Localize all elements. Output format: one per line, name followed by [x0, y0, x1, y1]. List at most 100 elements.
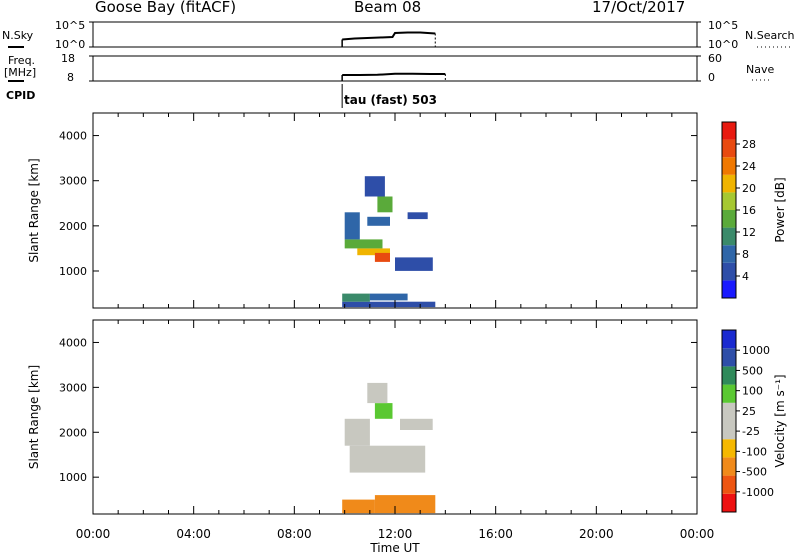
power-cell [367, 216, 390, 226]
power-cell [407, 212, 428, 220]
velocity-colorbar-tick-label: -500 [742, 466, 767, 479]
velocity-colorbar-swatch [722, 493, 736, 512]
velocity-colorbar-swatch [722, 439, 736, 458]
velocity-colorbar-tick-label: -1000 [742, 486, 774, 499]
power-colorbar-tick-label: 4 [742, 270, 749, 283]
power-colorbar-swatch [722, 245, 736, 263]
nave-label: Nave [746, 63, 775, 76]
nsky-tick-hi-left: 10^5 [55, 19, 86, 32]
nsky-panel-frame [92, 21, 698, 48]
power-colorbar-tick-label: 16 [742, 204, 756, 217]
power-colorbar-tick-label: 24 [742, 160, 756, 173]
y-tick-label: 2000 [59, 426, 87, 439]
power-cell [357, 248, 390, 256]
nsky-label: N.Sky [2, 29, 34, 42]
power-colorbar-swatch [722, 157, 736, 175]
power-colorbar-label: Power [dB] [773, 177, 787, 242]
velocity-colorbar-swatch [722, 366, 736, 385]
nave-tick-hi: 60 [708, 52, 722, 65]
velocity-colorbar-swatch [722, 348, 736, 367]
power-colorbar-tick-label: 28 [742, 138, 756, 151]
power-cell [364, 176, 385, 197]
velocity-colorbar-tick-label: -25 [742, 425, 760, 438]
cpid-label: CPID [6, 89, 36, 102]
nsky-tick-lo-left: 10^0 [55, 38, 86, 51]
x-tick-label: 16:00 [478, 527, 513, 541]
power-colorbar-swatch [722, 210, 736, 228]
header-station: Goose Bay (fitACF) [95, 0, 237, 16]
cpid-value: tau (fast) 503 [344, 93, 437, 107]
power-colorbar-swatch [722, 139, 736, 158]
power-colorbar-tick-label: 20 [742, 182, 756, 195]
nsearch-label: N.Search [745, 29, 795, 42]
power-cell [374, 252, 390, 262]
velocity-colorbar-swatch [722, 330, 736, 349]
velocity-colorbar-swatch [722, 421, 736, 440]
power-cell [344, 239, 383, 249]
velocity-cell [400, 418, 433, 430]
freq-panel-frame [92, 55, 698, 82]
y-tick-label: 4000 [59, 130, 87, 143]
x-tick-label: 20:00 [579, 527, 614, 541]
freq-label-2: [MHz] [4, 66, 37, 79]
freq-series-line [342, 72, 446, 76]
velocity-colorbar-tick-label: -100 [742, 445, 767, 458]
x-tick-label: 08:00 [277, 527, 312, 541]
x-tick-label: 00:00 [680, 527, 715, 541]
velocity-colorbar-swatch [722, 457, 736, 476]
velocity-ylabel: Slant Range [km] [27, 365, 41, 469]
x-axis-label: Time UT [369, 541, 420, 554]
power-cell [344, 212, 360, 240]
velocity-colorbar-tick-label: 500 [742, 364, 763, 377]
power-colorbar-swatch [722, 227, 736, 246]
power-colorbar-swatch [722, 280, 736, 298]
x-tick-label: 04:00 [176, 527, 211, 541]
nave-tick-lo: 0 [708, 71, 715, 84]
velocity-colorbar-swatch [722, 402, 736, 421]
velocity-cell [367, 382, 388, 404]
y-tick-label: 2000 [59, 220, 87, 233]
power-cell [369, 293, 408, 301]
y-tick-label: 1000 [59, 471, 87, 484]
velocity-panel-frame [92, 319, 698, 515]
velocity-colorbar-tick-label: 25 [742, 405, 756, 418]
power-cell [395, 257, 433, 271]
x-tick-label: 00:00 [76, 527, 111, 541]
power-panel-frame [92, 112, 698, 309]
power-colorbar-swatch [722, 192, 736, 210]
freq-tick-lo: 8 [67, 71, 74, 84]
freq-label-1: Freq. [8, 54, 36, 67]
y-tick-label: 3000 [59, 381, 87, 394]
power-cell [377, 196, 393, 213]
power-colorbar-swatch [722, 122, 736, 140]
header-date: 17/Oct/2017 [592, 0, 686, 16]
velocity-colorbar-swatch [722, 384, 736, 403]
velocity-cell [374, 495, 436, 514]
power-cell [342, 293, 370, 302]
power-cell [342, 301, 436, 308]
freq-tick-hi: 18 [61, 52, 75, 65]
power-colorbar-tick-label: 8 [742, 248, 749, 261]
nsky-tick-lo-right: 10^0 [708, 38, 739, 51]
y-tick-label: 1000 [59, 265, 87, 278]
x-tick-label: 12:00 [378, 527, 413, 541]
velocity-colorbar-tick-label: 1000 [742, 344, 770, 357]
velocity-cell [349, 445, 426, 473]
nsky-series-line [342, 31, 436, 41]
y-tick-label: 4000 [59, 336, 87, 349]
velocity-colorbar-frame [721, 329, 737, 513]
header-beam: Beam 08 [354, 0, 422, 16]
velocity-cell [374, 403, 393, 419]
power-ylabel: Slant Range [km] [27, 158, 41, 262]
velocity-colorbar-label: Velocity [m s⁻¹] [773, 374, 787, 467]
power-colorbar-tick-label: 12 [742, 226, 756, 239]
velocity-colorbar-tick-label: 100 [742, 385, 763, 398]
nsky-tick-hi-right: 10^5 [708, 19, 739, 32]
y-tick-label: 3000 [59, 175, 87, 188]
velocity-cell [342, 499, 375, 514]
velocity-cell [344, 418, 370, 446]
velocity-colorbar-swatch [722, 475, 736, 494]
power-colorbar-swatch [722, 262, 736, 281]
power-colorbar-swatch [722, 174, 736, 193]
